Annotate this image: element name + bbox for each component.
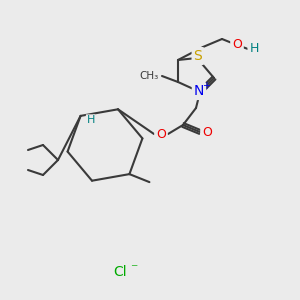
- Text: S: S: [194, 49, 202, 63]
- Text: O: O: [232, 38, 242, 52]
- Text: +: +: [202, 81, 210, 91]
- Text: N: N: [194, 84, 204, 98]
- Text: ⁻: ⁻: [130, 262, 138, 276]
- Text: O: O: [202, 125, 212, 139]
- Text: H: H: [86, 115, 95, 125]
- Text: O: O: [156, 128, 166, 140]
- Text: H: H: [249, 43, 259, 56]
- Text: Cl: Cl: [113, 265, 127, 279]
- Text: CH₃: CH₃: [140, 71, 159, 81]
